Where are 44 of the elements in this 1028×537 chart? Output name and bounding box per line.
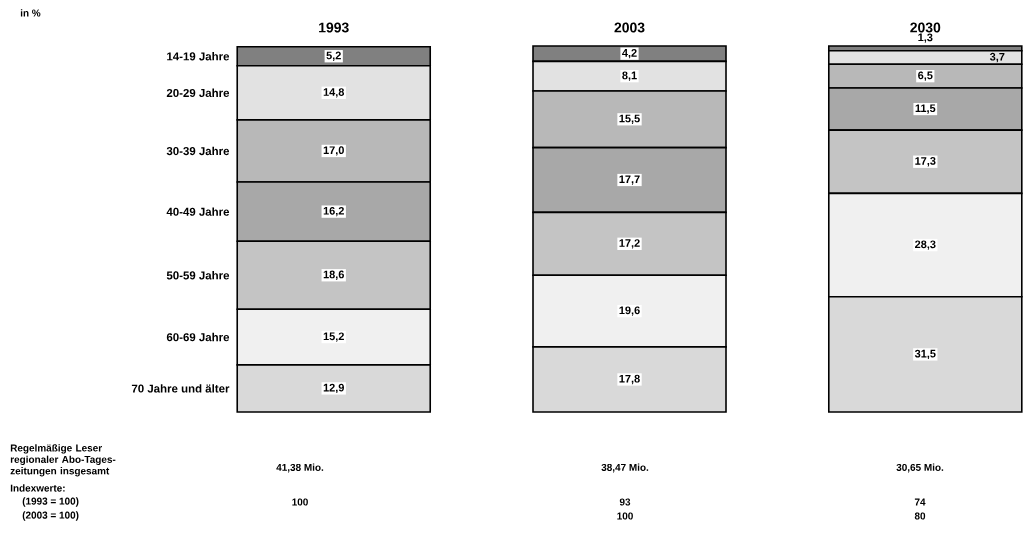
data-label: 6,5 [918, 71, 933, 81]
series-label: 40-49 Jahre [166, 207, 230, 216]
data-label: 17,2 [619, 239, 640, 249]
x-tick-label: 2030 [910, 22, 941, 33]
text: 41,38 Mio. [276, 463, 324, 473]
series-label: 60-69 Jahre [166, 332, 230, 342]
data-label: 17,3 [915, 157, 936, 167]
data-label: 5,2 [326, 51, 341, 61]
data-label: 18,6 [323, 270, 344, 280]
data-label: 16,2 [323, 206, 344, 217]
text: Indexwerte: [10, 484, 65, 492]
text: (2003 = 100) [22, 511, 79, 521]
text: 100 [617, 512, 633, 520]
text: 80 [914, 512, 926, 520]
text: 74 [914, 498, 926, 506]
text: Regelmäßige Leser regionaler Abo-Tages-zeitungen insgesamt [10, 444, 116, 477]
series-label: 20-29 Jahre [166, 88, 230, 97]
data-label: 31,5 [914, 349, 936, 360]
data-label: 11,5 [915, 104, 936, 114]
text: 38,47 Mio. [601, 463, 649, 473]
data-label: 17,8 [619, 374, 640, 385]
text: (1993 = 100) [22, 497, 79, 507]
series-label: 50-59 Jahre [166, 271, 230, 280]
text: in % [20, 9, 41, 17]
data-label: 3,7 [989, 52, 1005, 63]
series-label: 70 Jahre und älter [131, 384, 230, 393]
data-label: 12,9 [323, 383, 344, 394]
data-label: 28,3 [915, 240, 936, 250]
data-label: 4,2 [622, 49, 637, 59]
data-label: 17,7 [619, 175, 640, 185]
x-tick-label: 1993 [319, 22, 349, 33]
data-label: 19,6 [619, 306, 640, 316]
data-label: 17,0 [323, 146, 344, 156]
data-label: 1,3 [918, 33, 933, 43]
x-tick-label: 2003 [614, 22, 645, 33]
data-label: 8,1 [622, 71, 637, 81]
text: 30,65 Mio. [896, 463, 944, 473]
series-label: 30-39 Jahre [166, 146, 230, 156]
series-label: 14-19 Jahre [167, 52, 230, 61]
data-label: 15,2 [323, 332, 344, 342]
data-label: 14,8 [323, 88, 345, 98]
text: 93 [619, 498, 631, 506]
data-label: 15,5 [619, 114, 640, 124]
text: 100 [292, 498, 308, 506]
